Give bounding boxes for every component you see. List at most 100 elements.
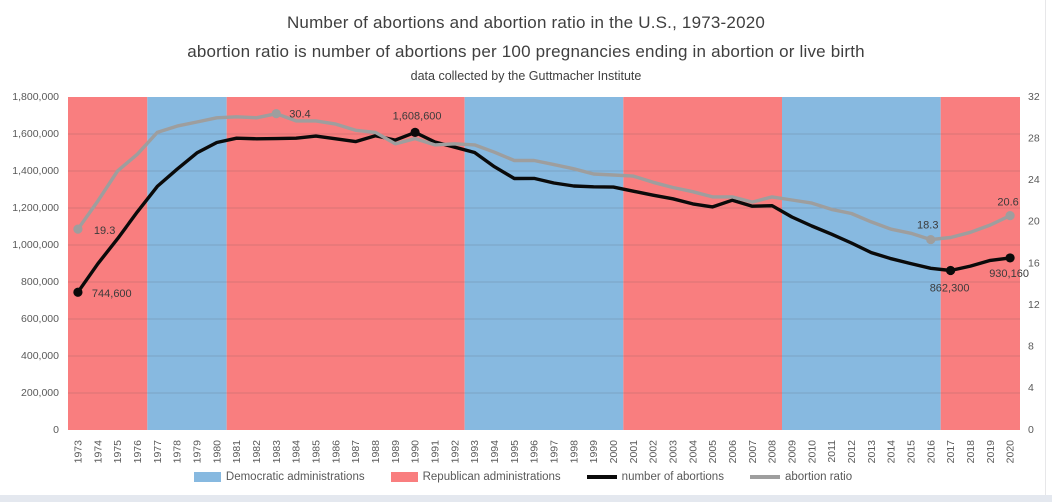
x-axis-label-2020: 2020 [1005, 440, 1017, 464]
legend-label: number of abortions [621, 471, 724, 483]
x-axis-label-1981: 1981 [231, 440, 243, 464]
series-line-abortion-ratio [76, 111, 1012, 242]
x-axis-label-2004: 2004 [687, 440, 699, 464]
chart-legend: Democratic administrations Republican adm… [0, 471, 1046, 483]
right-axis-label: 12 [1028, 299, 1040, 311]
left-axis-label: 400,000 [21, 350, 59, 362]
x-axis-label-1983: 1983 [271, 440, 283, 464]
window-bottom-edge [0, 495, 1052, 502]
left-axis-label: 800,000 [21, 276, 59, 288]
x-axis-label-1980: 1980 [211, 440, 223, 464]
left-axis-label: 0 [53, 424, 59, 436]
series-line-number-of-abortions [76, 130, 1012, 294]
x-axis-label-1991: 1991 [429, 440, 441, 464]
point-label-2016: 18.3 [917, 220, 938, 232]
right-axis-label: 20 [1028, 216, 1040, 228]
x-axis-label-1975: 1975 [112, 440, 124, 464]
x-axis-label-1974: 1974 [92, 440, 104, 464]
band-republican-1973 [68, 97, 148, 430]
band-republican-1981 [226, 97, 465, 430]
x-axis-label-1990: 1990 [410, 440, 422, 464]
right-axis-label: 32 [1028, 91, 1040, 103]
point-label-2020: 20.6 [997, 197, 1018, 209]
x-axis-label-1986: 1986 [330, 440, 342, 464]
marker-number-of-abortions-1990 [410, 127, 420, 138]
chart-title: Number of abortions and abortion ratio i… [286, 13, 766, 32]
right-axis-label: 0 [1028, 424, 1034, 436]
marker-number-of-abortions-1973 [73, 287, 83, 297]
x-axis-label-1977: 1977 [152, 440, 164, 464]
marker-number-of-abortions-2020 [1005, 253, 1015, 263]
x-axis-label-1982: 1982 [251, 440, 263, 464]
band-democratic-1993 [464, 97, 624, 430]
chart-titles: Number of abortions and abortion ratio i… [0, 0, 1052, 83]
right-axis-label: 16 [1028, 257, 1040, 269]
legend-swatch-box [193, 472, 221, 482]
x-axis-label-2016: 2016 [925, 440, 937, 464]
left-axis-label: 600,000 [21, 313, 59, 325]
x-axis-label-1994: 1994 [489, 440, 501, 464]
right-axis-label: 4 [1028, 382, 1034, 394]
band-democratic-1977 [147, 97, 227, 430]
x-axis-label-1988: 1988 [370, 440, 382, 464]
point-label-2020: 930,160 [989, 268, 1029, 280]
x-axis-label-2000: 2000 [608, 440, 620, 464]
x-axis-label-2019: 2019 [985, 440, 997, 464]
x-axis-label-2013: 2013 [866, 440, 878, 464]
point-label-1973: 744,600 [92, 288, 132, 300]
x-axis-label-1987: 1987 [350, 440, 362, 464]
legend-label: Democratic administrations [225, 471, 365, 483]
x-axis-label-2006: 2006 [727, 440, 739, 464]
x-axis-label-2017: 2017 [945, 440, 957, 464]
legend-swatch-line [586, 475, 617, 479]
legend-item-Democratic-administrations: Democratic administrations [193, 471, 365, 483]
x-axis-label-1995: 1995 [509, 440, 521, 464]
left-axis-label: 1,400,000 [12, 165, 59, 177]
x-axis-label-2010: 2010 [806, 440, 818, 464]
marker-abortion-ratio-2020 [1005, 211, 1015, 221]
x-axis-label-1989: 1989 [390, 440, 402, 464]
chart-subtitle: abortion ratio is number of abortions pe… [187, 42, 865, 61]
right-axis-label: 28 [1028, 132, 1040, 144]
legend-swatch-box [390, 472, 418, 482]
legend-label: abortion ratio [784, 471, 853, 483]
point-label-1973: 19.3 [94, 225, 115, 237]
marker-abortion-ratio-2016 [926, 234, 936, 245]
x-axis-label-1976: 1976 [132, 440, 144, 464]
x-axis-label-2018: 2018 [965, 440, 977, 464]
marker-abortion-ratio-1983 [271, 109, 281, 119]
x-axis-label-2005: 2005 [707, 440, 719, 464]
left-axis-label: 1,000,000 [12, 239, 59, 251]
x-axis-label-2014: 2014 [886, 440, 898, 464]
x-axis-label-1973: 1973 [72, 440, 84, 464]
left-axis-label: 1,800,000 [12, 91, 59, 103]
legend-item-abortion-ratio: abortion ratio [749, 471, 853, 483]
marker-number-of-abortions-2017 [945, 265, 956, 276]
marker-abortion-ratio-1973 [73, 224, 83, 234]
window-right-edge [1045, 0, 1046, 495]
legend-label: Republican administrations [422, 471, 561, 483]
x-axis-label-1978: 1978 [172, 440, 184, 464]
point-label-1990: 1,608,600 [393, 110, 442, 122]
right-axis-label: 8 [1028, 341, 1034, 353]
x-axis-label-2009: 2009 [786, 440, 798, 464]
right-axis-label: 24 [1028, 174, 1040, 186]
x-axis-label-2012: 2012 [846, 440, 858, 464]
x-axis-label-1993: 1993 [469, 440, 481, 464]
x-axis-label-2015: 2015 [905, 440, 917, 464]
x-axis-label-2003: 2003 [667, 440, 679, 464]
x-axis-label-1997: 1997 [548, 440, 560, 464]
band-republican-2001 [623, 97, 782, 430]
x-axis-label-2002: 2002 [648, 440, 660, 464]
x-axis-label-1999: 1999 [588, 440, 600, 464]
left-axis-label: 1,600,000 [12, 128, 59, 140]
x-axis-label-1998: 1998 [568, 440, 580, 464]
legend-item-Republican-administrations: Republican administrations [390, 471, 561, 483]
left-axis-label: 1,200,000 [12, 202, 59, 214]
x-axis-label-2008: 2008 [767, 440, 779, 464]
legend-swatch-line [749, 475, 780, 479]
point-label-2017: 862,300 [930, 282, 970, 294]
legend-item-number-of-abortions: number of abortions [586, 471, 724, 483]
